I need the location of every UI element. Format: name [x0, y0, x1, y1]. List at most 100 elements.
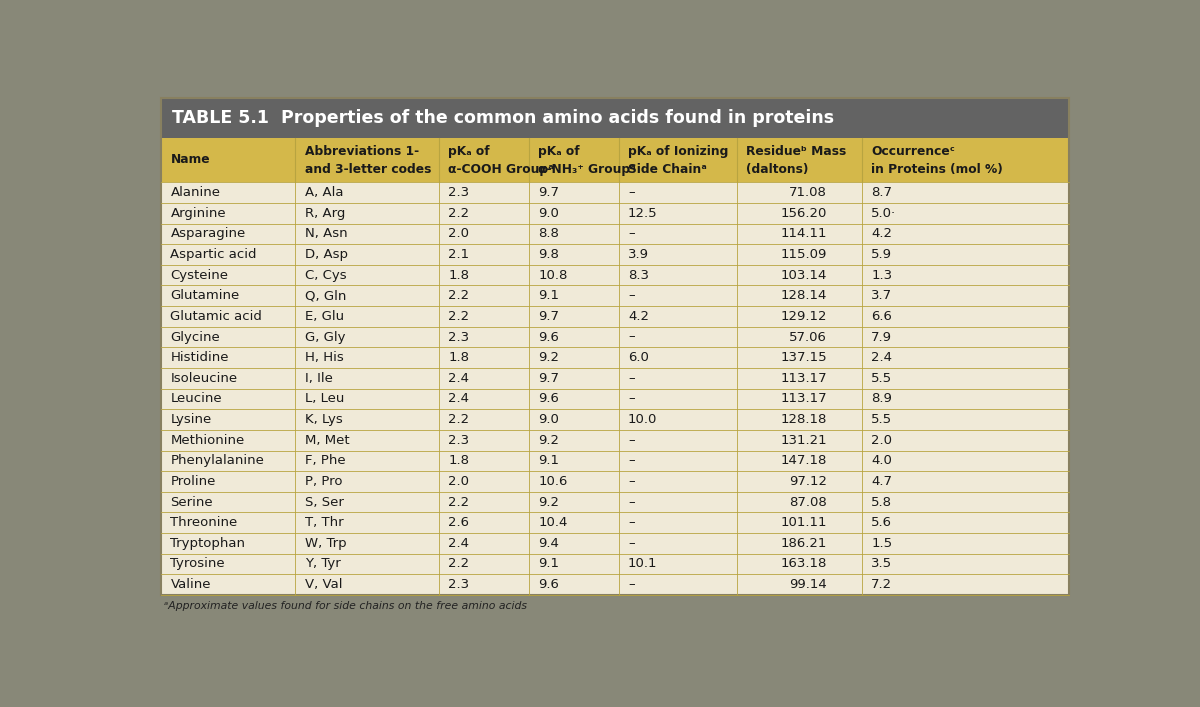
Text: –: – [628, 392, 635, 405]
Text: 9.6: 9.6 [538, 331, 559, 344]
Text: 9.1: 9.1 [538, 558, 559, 571]
Text: –: – [628, 578, 635, 591]
Text: 5.6: 5.6 [871, 516, 892, 530]
Text: 113.17: 113.17 [780, 392, 827, 405]
Bar [161, 409, 1069, 430]
Text: Cysteine: Cysteine [170, 269, 228, 281]
Text: Asparagine: Asparagine [170, 228, 246, 240]
Text: 10.1: 10.1 [628, 558, 658, 571]
Text: 129.12: 129.12 [780, 310, 827, 323]
Text: 1.8: 1.8 [449, 351, 469, 364]
Text: 128.18: 128.18 [780, 413, 827, 426]
Text: 97.12: 97.12 [788, 475, 827, 488]
Text: 87.08: 87.08 [790, 496, 827, 508]
Text: 101.11: 101.11 [780, 516, 827, 530]
Text: 5.5: 5.5 [871, 413, 893, 426]
Text: 9.4: 9.4 [538, 537, 559, 550]
Bar [161, 554, 1069, 574]
Bar [161, 286, 1069, 306]
Text: Leucine: Leucine [170, 392, 222, 405]
Text: Glutamic acid: Glutamic acid [170, 310, 263, 323]
Text: 3.9: 3.9 [628, 248, 649, 261]
Text: 2.3: 2.3 [449, 186, 469, 199]
Text: A, Ala: A, Ala [305, 186, 343, 199]
Text: 114.11: 114.11 [780, 228, 827, 240]
Text: 137.15: 137.15 [780, 351, 827, 364]
Text: 2.3: 2.3 [449, 578, 469, 591]
Text: 9.0: 9.0 [538, 206, 559, 220]
Text: 2.2: 2.2 [449, 206, 469, 220]
Text: 4.2: 4.2 [871, 228, 892, 240]
Text: M, Met: M, Met [305, 433, 349, 447]
Text: –: – [628, 186, 635, 199]
Text: 9.1: 9.1 [538, 289, 559, 303]
Text: –: – [628, 516, 635, 530]
Text: Proline: Proline [170, 475, 216, 488]
Text: TABLE 5.1  Properties of the common amino acids found in proteins: TABLE 5.1 Properties of the common amino… [173, 109, 834, 127]
Text: 8.9: 8.9 [871, 392, 892, 405]
Text: 9.8: 9.8 [538, 248, 559, 261]
Text: 9.2: 9.2 [538, 433, 559, 447]
Text: P, Pro: P, Pro [305, 475, 342, 488]
Text: 3.7: 3.7 [871, 289, 893, 303]
Text: 8.8: 8.8 [538, 228, 559, 240]
Text: V, Val: V, Val [305, 578, 342, 591]
Bar [161, 492, 1069, 513]
Text: 156.20: 156.20 [780, 206, 827, 220]
Text: 6.6: 6.6 [871, 310, 892, 323]
Text: Tyrosine: Tyrosine [170, 558, 226, 571]
Text: 2.3: 2.3 [449, 433, 469, 447]
Text: 10.4: 10.4 [538, 516, 568, 530]
Text: 4.0: 4.0 [871, 455, 892, 467]
Text: 2.0: 2.0 [871, 433, 892, 447]
Text: 5.0·: 5.0· [871, 206, 896, 220]
Bar [161, 471, 1069, 492]
Text: pKₐ of: pKₐ of [538, 144, 580, 158]
Text: Tryptophan: Tryptophan [170, 537, 246, 550]
Text: D, Asp: D, Asp [305, 248, 348, 261]
Text: Side Chainᵃ: Side Chainᵃ [628, 163, 707, 176]
Text: K, Lys: K, Lys [305, 413, 342, 426]
Text: 113.17: 113.17 [780, 372, 827, 385]
Text: Abbreviations 1-: Abbreviations 1- [305, 144, 419, 158]
Bar [161, 513, 1069, 533]
Text: 57.06: 57.06 [788, 331, 827, 344]
Text: Residueᵇ Mass: Residueᵇ Mass [746, 144, 846, 158]
Text: 2.1: 2.1 [449, 248, 469, 261]
Text: 12.5: 12.5 [628, 206, 658, 220]
Bar [161, 368, 1069, 389]
Text: pKₐ of: pKₐ of [449, 144, 490, 158]
Text: F, Phe: F, Phe [305, 455, 346, 467]
Bar [161, 327, 1069, 347]
Text: 8.3: 8.3 [628, 269, 649, 281]
Bar [161, 223, 1069, 244]
Text: I, Ile: I, Ile [305, 372, 332, 385]
Text: –: – [628, 537, 635, 550]
Text: in Proteins (mol %): in Proteins (mol %) [871, 163, 1003, 176]
Text: N, Asn: N, Asn [305, 228, 348, 240]
Text: Alanine: Alanine [170, 186, 221, 199]
Text: 2.2: 2.2 [449, 310, 469, 323]
Text: –: – [628, 455, 635, 467]
Text: 186.21: 186.21 [780, 537, 827, 550]
Text: L, Leu: L, Leu [305, 392, 344, 405]
Text: 9.7: 9.7 [538, 372, 559, 385]
Text: pKₐ of Ionizing: pKₐ of Ionizing [628, 144, 728, 158]
Text: 9.7: 9.7 [538, 186, 559, 199]
Text: H, His: H, His [305, 351, 343, 364]
Bar [161, 182, 1069, 203]
Text: 115.09: 115.09 [780, 248, 827, 261]
Text: 2.4: 2.4 [449, 372, 469, 385]
Bar [161, 450, 1069, 471]
Text: Lysine: Lysine [170, 413, 211, 426]
Text: 10.0: 10.0 [628, 413, 658, 426]
Text: 131.21: 131.21 [780, 433, 827, 447]
Text: Threonine: Threonine [170, 516, 238, 530]
Text: 2.4: 2.4 [449, 392, 469, 405]
Text: 99.14: 99.14 [790, 578, 827, 591]
Text: 9.1: 9.1 [538, 455, 559, 467]
Bar [161, 347, 1069, 368]
Text: Occurrenceᶜ: Occurrenceᶜ [871, 144, 955, 158]
Text: 1.3: 1.3 [871, 269, 893, 281]
Text: S, Ser: S, Ser [305, 496, 343, 508]
